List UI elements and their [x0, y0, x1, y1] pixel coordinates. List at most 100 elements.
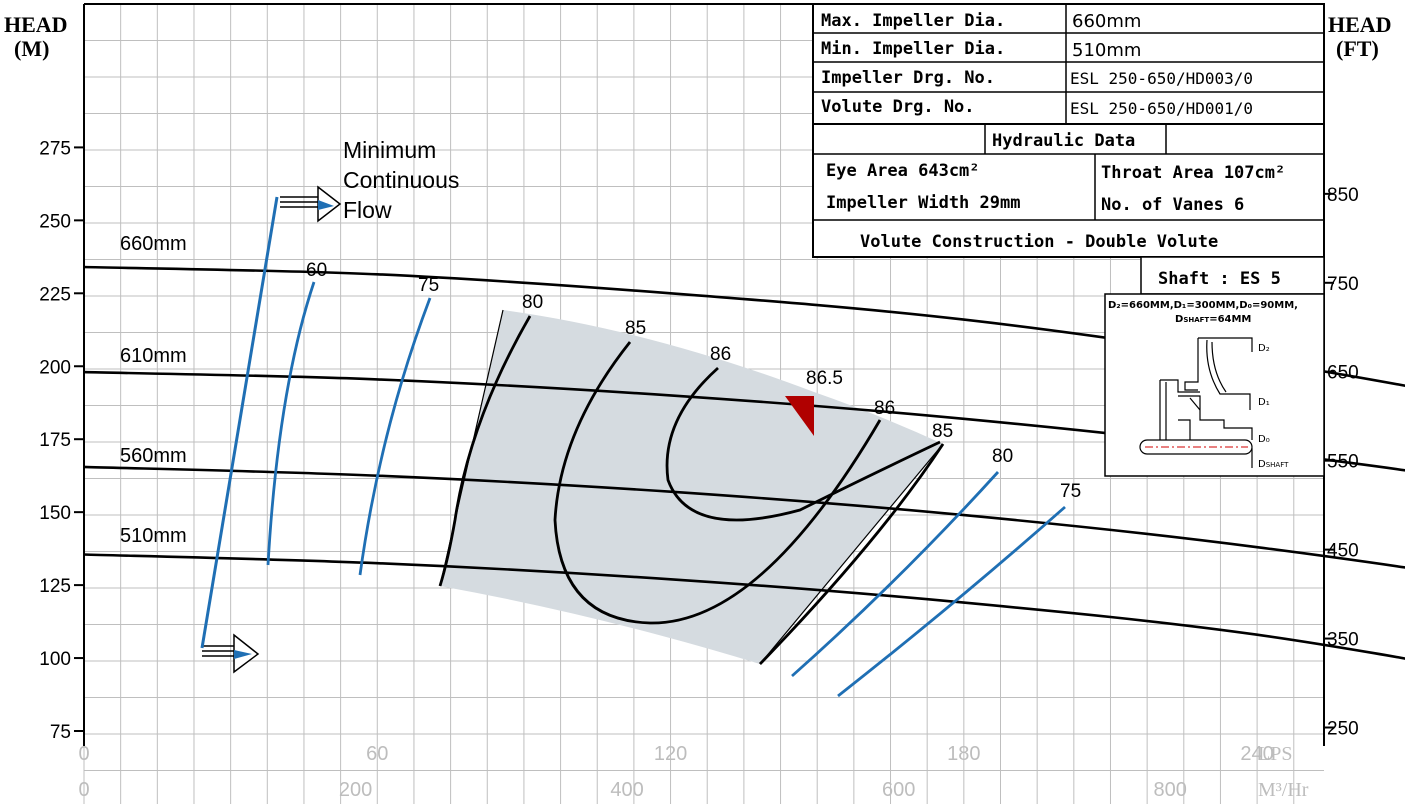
efficiency-curves [438, 315, 945, 665]
impeller-drg-label: Impeller Drg. No. [821, 68, 995, 88]
no-of-vanes: No. of Vanes 6 [1101, 195, 1244, 215]
efficiency-label: 86.5 [806, 368, 843, 389]
x-lps-tick-label: 240 [1240, 743, 1273, 765]
efficiency-label: 85 [932, 421, 953, 442]
impeller-label-660mm: 660mm [120, 233, 187, 255]
y-left-tick-label: 100 [39, 649, 71, 670]
efficiency-curve-blue [791, 471, 1000, 678]
efficiency-label: 86 [874, 398, 895, 419]
shaft-note-2-rest: =64MM [1209, 314, 1251, 325]
axes: 7510012515017520022525027525035045055065… [39, 3, 1359, 801]
x-m3hr-tick-label: 600 [882, 779, 915, 801]
mcf-arrow-bottom-icon [202, 633, 260, 674]
x-lps-tick-label: 180 [947, 743, 980, 765]
x-unit-m3hr: M³/Hr [1258, 779, 1309, 801]
region-right-edge [759, 443, 944, 665]
y-left-tick-label: 200 [39, 357, 71, 378]
hydraulic-data-title: Hydraulic Data [992, 131, 1135, 151]
mcf-arrow-top-icon [280, 185, 342, 223]
impeller-curve-610mm [83, 370, 1405, 472]
shaft-note-1: D₂=660MM,D₁=300MM,D₀=90MM, [1108, 300, 1298, 311]
dim-d0: D₀ [1258, 434, 1270, 445]
x-lps-tick-label: 60 [366, 743, 388, 765]
dim-shaft-sub: SHAFT [1266, 461, 1289, 469]
x-unit-lps: LPS [1258, 743, 1292, 765]
volute-construction: Volute Construction - Double Volute [860, 232, 1218, 252]
efficiency-curve [758, 443, 945, 665]
efficiency-curve [553, 341, 882, 625]
eye-area: Eye Area 643cm² [826, 161, 980, 181]
mcf-line-1: Minimum [343, 137, 436, 163]
minimum-continuous-flow-annotation: Minimum Continuous Flow [200, 137, 459, 674]
efficiency-curve-blue [266, 281, 316, 566]
impeller-curve-510mm [83, 553, 1405, 660]
max-dia-label: Max. Impeller Dia. [821, 11, 1005, 31]
impeller-label-560mm: 560mm [120, 445, 187, 467]
mcf-line-3: Flow [343, 197, 392, 223]
volute-drg-label: Volute Drg. No. [821, 97, 975, 117]
efficiency-label: 75 [1060, 481, 1081, 502]
efficiency-label: 75 [418, 275, 439, 296]
max-dia-value: 660mm [1072, 11, 1141, 32]
y-left-tick-label: 250 [39, 211, 71, 232]
min-dia-label: Min. Impeller Dia. [821, 39, 1005, 59]
efficiency-curve [665, 366, 941, 522]
efficiency-curve-blue [837, 505, 1066, 698]
min-dia-value: 510mm [1072, 40, 1141, 61]
y-left-title-2: (M) [14, 36, 49, 61]
y-left-tick-label: 125 [39, 576, 71, 597]
throat-area: Throat Area 107cm² [1101, 163, 1285, 183]
shaft-type: Shaft : ES 5 [1158, 269, 1281, 289]
y-right-title-1: HEAD [1328, 12, 1392, 37]
y-right-tick-label: 750 [1327, 274, 1359, 295]
dim-d2: D₂ [1258, 343, 1270, 354]
y-left-tick-label: 75 [50, 722, 71, 743]
impeller-label-510mm: 510mm [120, 525, 187, 547]
info-table: Max. Impeller Dia. 660mm Min. Impeller D… [812, 3, 1325, 258]
y-left-title-1: HEAD [4, 12, 68, 37]
operating-region [439, 309, 944, 665]
y-left-tick-label: 225 [39, 284, 71, 305]
mcf-line-2: Continuous [343, 167, 459, 193]
x-m3hr-tick-label: 0 [78, 779, 89, 801]
y-left-tick-label: 150 [39, 503, 71, 524]
y-right-tick-label: 250 [1327, 718, 1359, 739]
x-m3hr-tick-label: 200 [339, 779, 372, 801]
volute-drg-value: ESL 250-650/HD001/0 [1070, 99, 1253, 118]
impeller-label-610mm: 610mm [120, 345, 187, 367]
shaft-note-2-sub: SHAFT [1183, 316, 1209, 324]
efficiency-label: 80 [522, 292, 543, 313]
shaft-note-2: D [1175, 314, 1183, 325]
dim-d1: D₁ [1258, 397, 1270, 408]
y-right-tick-label: 650 [1327, 363, 1359, 384]
y-left-tick-label: 175 [39, 430, 71, 451]
x-lps-tick-label: 120 [654, 743, 687, 765]
blue-curves [266, 281, 1066, 698]
svg-text:DSHAFT=64MM: DSHAFT=64MM [1175, 314, 1251, 325]
efficiency-label: 80 [992, 446, 1013, 467]
efficiency-label: 60 [306, 260, 327, 281]
bep-marker-icon [785, 396, 814, 436]
operating-region-fill [440, 310, 943, 664]
svg-text:DSHAFT: DSHAFT [1258, 459, 1289, 470]
shaft-section: Shaft : ES 5 D₂=660MM,D₁=300MM,D₀=90MM, … [1104, 256, 1325, 477]
efficiency-curve-blue [358, 297, 432, 576]
efficiency-label: 85 [625, 318, 646, 339]
impeller-curve-660mm [83, 265, 1405, 387]
efficiency-curve [438, 315, 532, 587]
dim-shaft: D [1258, 459, 1266, 470]
x-m3hr-tick-label: 800 [1154, 779, 1187, 801]
y-right-tick-label: 350 [1327, 630, 1359, 651]
impeller-drawing-icon [1139, 337, 1253, 468]
x-m3hr-tick-label: 400 [610, 779, 643, 801]
curve-labels: 660mm 610mm 560mm 510mm 60 75 80 85 86 86.5 86 85 80… [120, 233, 1081, 547]
efficiency-label: 86 [710, 344, 731, 365]
x-lps-tick-label: 0 [78, 743, 89, 765]
y-right-tick-label: 850 [1327, 185, 1359, 206]
y-right-title-2: (FT) [1336, 36, 1379, 61]
impeller-drg-value: ESL 250-650/HD003/0 [1070, 69, 1253, 88]
mcf-blue-line [200, 196, 279, 649]
impeller-width: Impeller Width 29mm [826, 193, 1020, 213]
y-left-tick-label: 275 [39, 138, 71, 159]
